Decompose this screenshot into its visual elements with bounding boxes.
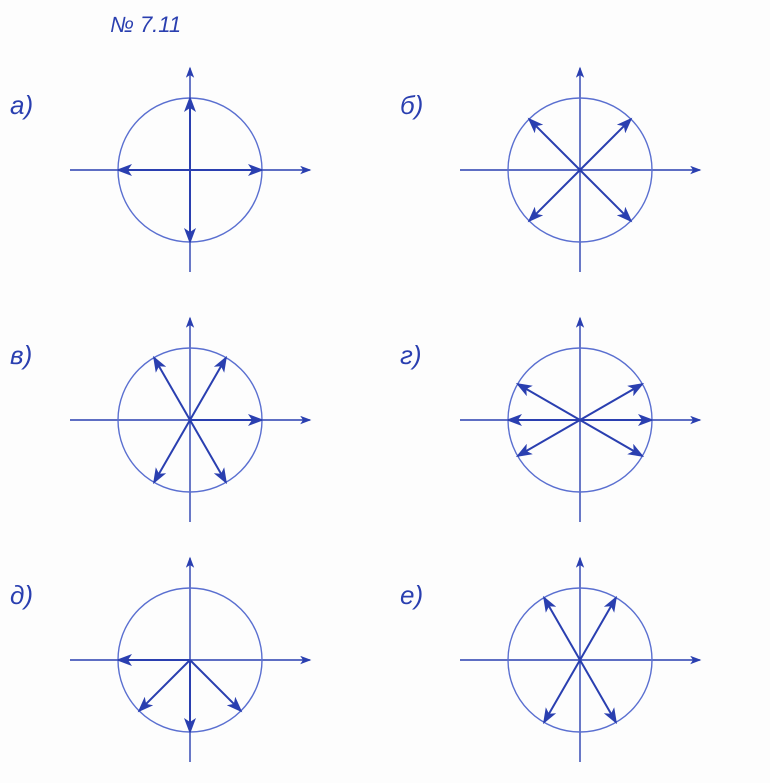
panel-d — [60, 550, 360, 770]
vector-e-2 — [544, 660, 580, 722]
panel-label-e: е) — [400, 580, 423, 611]
panel-v — [60, 310, 360, 530]
vector-d-3 — [190, 660, 241, 711]
vector-v-2 — [154, 358, 190, 420]
vector-v-4 — [190, 420, 226, 482]
panel-label-d: д) — [10, 580, 33, 611]
vector-e-3 — [580, 660, 616, 722]
panel-label-g: г) — [400, 340, 421, 371]
vector-b-3 — [580, 170, 631, 221]
vector-g-5 — [580, 420, 642, 456]
vector-e-1 — [544, 598, 580, 660]
vector-b-0 — [580, 119, 631, 170]
vector-v-3 — [154, 420, 190, 482]
vector-e-0 — [580, 598, 616, 660]
page-title: № 7.11 — [110, 12, 181, 38]
vector-d-1 — [139, 660, 190, 711]
vector-b-1 — [529, 119, 580, 170]
vector-g-2 — [518, 384, 580, 420]
panel-label-a: а) — [10, 90, 33, 121]
vector-g-1 — [580, 384, 642, 420]
panel-label-v: в) — [10, 340, 32, 371]
panel-a — [60, 60, 360, 280]
vector-g-4 — [518, 420, 580, 456]
panel-label-b: б) — [400, 90, 423, 121]
panel-g — [450, 310, 750, 530]
vector-b-2 — [529, 170, 580, 221]
panel-e — [450, 550, 750, 770]
vector-v-1 — [190, 358, 226, 420]
panel-b — [450, 60, 750, 280]
